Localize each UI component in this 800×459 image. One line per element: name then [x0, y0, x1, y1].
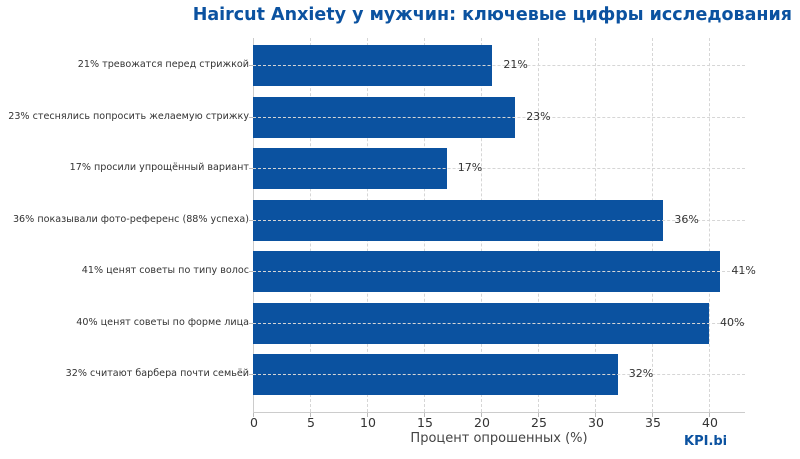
x-tick-label: 5: [307, 415, 315, 430]
plot-area: 21% 23% 17% 36% 41% 40% 32%: [249, 38, 756, 412]
x-tick-label: 0: [250, 415, 258, 430]
value-label: 36%: [674, 212, 699, 226]
x-tick-label: 25: [531, 415, 547, 430]
y-tick: [249, 219, 253, 221]
category-label: 21% тревожатся перед стрижкой: [77, 59, 249, 70]
x-tick-label: 10: [360, 415, 376, 430]
horizontal-gridline: [253, 219, 745, 221]
x-axis-line: [253, 412, 745, 413]
value-label: 23%: [526, 109, 551, 123]
value-label: 40%: [720, 315, 745, 329]
y-tick: [249, 65, 253, 66]
horizontal-gridline: [253, 168, 745, 169]
category-label: 17% просили упрощённый вариант: [69, 162, 249, 173]
bar-row: 41%: [249, 251, 756, 292]
value-label: 41%: [731, 264, 756, 277]
y-tick: [249, 116, 253, 118]
category-label: 32% считают барбера почти семьёй: [65, 368, 249, 379]
x-tick: [367, 413, 368, 417]
bar-row: 32%: [249, 354, 745, 395]
value-label: 21%: [503, 58, 528, 71]
vertical-gridline: [709, 38, 710, 412]
horizontal-gridline: [253, 322, 745, 324]
y-tick: [249, 374, 253, 375]
horizontal-gridline: [253, 374, 745, 375]
category-label: 40% ценят советы по форме лица: [76, 316, 249, 328]
y-tick: [249, 168, 253, 169]
x-tick: [652, 413, 653, 417]
bar-row: 17%: [249, 148, 745, 189]
horizontal-gridline: [253, 271, 745, 272]
x-tick-label: 15: [417, 415, 433, 430]
y-tick: [249, 322, 253, 324]
x-tick-label: 35: [645, 415, 661, 430]
bar-row: 36%: [249, 199, 745, 241]
x-tick-label: 40: [702, 415, 718, 430]
bar-row: 23%: [249, 96, 745, 138]
category-label: 36% показывали фото-референс (88% успеха…: [12, 213, 249, 225]
value-label: 17%: [457, 161, 483, 174]
chart-title: Haircut Anxiety у мужчин: ключевые цифры…: [192, 5, 792, 25]
x-tick-label: 30: [588, 415, 604, 430]
x-tick: [310, 413, 311, 417]
x-tick: [424, 413, 425, 417]
category-label: 23% стеснялись попросить желаемую стрижк…: [8, 110, 249, 122]
value-label: 32%: [628, 367, 654, 380]
x-tick: [481, 413, 482, 417]
bar-row: 40%: [249, 302, 745, 344]
y-tick: [249, 271, 253, 272]
bar-row: 21%: [249, 45, 745, 86]
brand-logo: KPI.bi: [684, 434, 728, 449]
x-tick: [538, 413, 539, 417]
x-tick: [595, 413, 596, 417]
horizontal-gridline: [253, 65, 745, 66]
category-label: 41% ценят советы по типу волос: [81, 265, 249, 276]
x-tick-label: 20: [474, 415, 490, 430]
x-tick: [253, 413, 254, 417]
horizontal-gridline: [253, 116, 745, 118]
x-axis-label: Процент опрошенных (%): [410, 431, 588, 446]
x-tick: [709, 413, 710, 417]
